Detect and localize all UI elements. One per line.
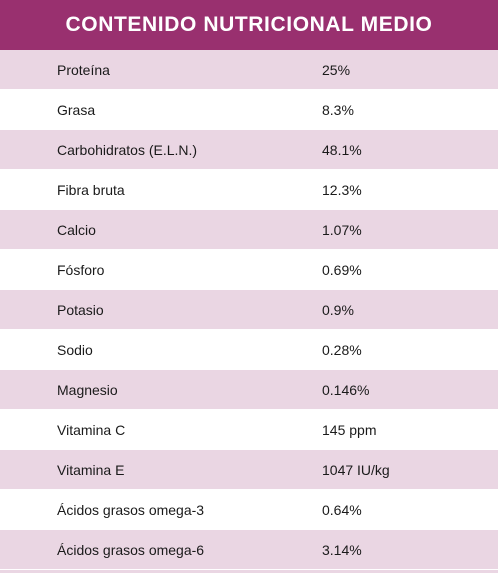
nutrient-value: 0.28% bbox=[322, 341, 362, 358]
nutrient-name: Sodio bbox=[57, 341, 93, 358]
nutrient-value: 1047 IU/kg bbox=[322, 461, 390, 478]
nutrient-value: 0.9% bbox=[322, 301, 354, 318]
nutrient-value: 0.64% bbox=[322, 501, 362, 518]
nutrient-value: 48.1% bbox=[322, 141, 362, 158]
nutrient-name: Fósforo bbox=[57, 261, 105, 278]
nutrient-name: Calcio bbox=[57, 221, 96, 238]
nutrient-value: 25% bbox=[322, 61, 351, 78]
table-header: CONTENIDO NUTRICIONAL MEDIO bbox=[0, 0, 498, 50]
nutrient-value: 8.3% bbox=[322, 101, 354, 118]
table-row: Calcio 1.07% bbox=[0, 210, 498, 250]
nutrient-value: 1.07% bbox=[322, 221, 362, 238]
nutrient-value: 3.14% bbox=[322, 541, 362, 558]
table-row: Ácidos grasos omega-3 0.64% bbox=[0, 490, 498, 530]
table-row: Carbohidratos (E.L.N.) 48.1% bbox=[0, 130, 498, 170]
table-row: Vitamina E 1047 IU/kg bbox=[0, 450, 498, 490]
table-row: Sodio 0.28% bbox=[0, 330, 498, 370]
table-body: Proteína 25% Grasa 8.3% Carbohidratos (E… bbox=[0, 50, 498, 573]
table-row: Proteína 25% bbox=[0, 50, 498, 90]
nutrient-name: Magnesio bbox=[57, 381, 118, 398]
table-row: Potasio 0.9% bbox=[0, 290, 498, 330]
nutrient-name: Vitamina E bbox=[57, 461, 125, 478]
table-title: CONTENIDO NUTRICIONAL MEDIO bbox=[65, 13, 433, 36]
nutrient-name: Vitamina C bbox=[57, 421, 126, 438]
table-row: Grasa 8.3% bbox=[0, 90, 498, 130]
nutrient-value: 0.146% bbox=[322, 381, 370, 398]
nutrient-name: Grasa bbox=[57, 101, 96, 118]
nutrient-name: Ácidos grasos omega-6 bbox=[57, 541, 205, 558]
nutrient-name: Fibra bruta bbox=[57, 181, 125, 198]
nutrient-name: Potasio bbox=[57, 301, 104, 318]
nutrient-value: 145 ppm bbox=[322, 421, 377, 438]
nutrient-name: Ácidos grasos omega-3 bbox=[57, 501, 205, 518]
table-row: Ácidos grasos omega-6 3.14% bbox=[0, 530, 498, 570]
table-row: Fósforo 0.69% bbox=[0, 250, 498, 290]
table-row: Vitamina C 145 ppm bbox=[0, 410, 498, 450]
table-bottom-border bbox=[0, 570, 498, 573]
nutrient-value: 12.3% bbox=[322, 181, 362, 198]
nutrient-name: Carbohidratos (E.L.N.) bbox=[57, 141, 198, 158]
nutrient-value: 0.69% bbox=[322, 261, 362, 278]
nutrient-name: Proteína bbox=[57, 61, 110, 78]
table-row: Fibra bruta 12.3% bbox=[0, 170, 498, 210]
table-row: Magnesio 0.146% bbox=[0, 370, 498, 410]
